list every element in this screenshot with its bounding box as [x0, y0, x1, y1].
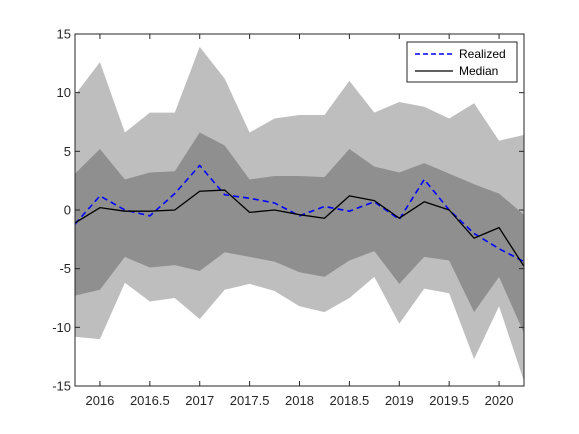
x-tick-label: 2017 [185, 393, 214, 408]
y-tick-label: 15 [57, 27, 71, 42]
series-line-median [74, 189, 525, 267]
x-tick-label: 2019 [385, 393, 414, 408]
x-tick-label: 2016 [85, 393, 114, 408]
legend-label-median: Median [459, 64, 498, 78]
x-tick-label: 2017.5 [230, 393, 270, 408]
y-tick-label: 0 [64, 203, 71, 218]
x-tick-label: 2016.5 [130, 393, 170, 408]
plot-area [74, 46, 525, 382]
legend-label-realized: Realized [459, 47, 506, 61]
x-tick-label: 2018 [285, 393, 314, 408]
x-tick-label: 2019.5 [429, 393, 469, 408]
legend-box [406, 41, 518, 83]
legend: Realized Median [406, 41, 518, 83]
band-inner [75, 132, 524, 334]
y-tick-label: -15 [52, 379, 71, 394]
y-tick-label: -10 [52, 320, 71, 335]
y-tick-label: -5 [59, 261, 71, 276]
y-tick-label: 5 [64, 144, 71, 159]
x-tick-label: 2020 [485, 393, 514, 408]
x-tick-label: 2018.5 [330, 393, 370, 408]
axis-ticks: 2016 2016.5 2017 2017.5 2018 2018.5 2019 2019.5… [52, 27, 524, 408]
y-tick-label: 10 [57, 85, 71, 100]
